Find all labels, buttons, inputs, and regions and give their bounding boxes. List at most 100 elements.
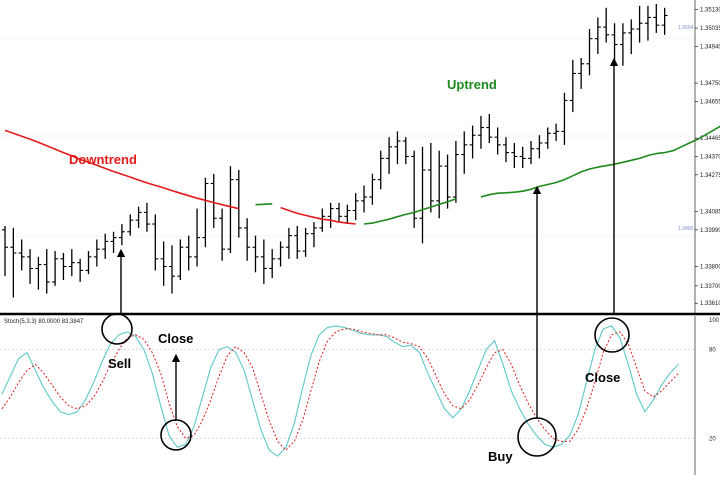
ohlc-bar [60,253,67,281]
ohlc-bar [461,131,468,174]
sell-signal-circle [101,313,133,345]
ohlc-bar [269,249,276,279]
y-tick-label: 1.33700 [700,284,720,290]
ohlc-bar [536,135,543,159]
ohlc-bar [386,137,393,174]
ohlc-bar [594,17,601,55]
ohlc-bar [244,218,251,261]
ohlc-bar [569,59,576,113]
ohlc-bar [169,245,175,294]
ohlc-bar [127,214,134,236]
uptrend-ma-line [255,203,273,206]
ohlc-bar [35,256,42,290]
ohlc-bar [118,224,125,246]
ohlc-bar [102,233,109,259]
stoch-signal-line [1,328,679,451]
ohlc-bar [519,146,526,169]
ohlc-bar [210,173,217,228]
price-tag-label: 1.3400 [678,226,694,232]
ohlc-bar [444,154,451,209]
ohlc-bar [419,146,426,244]
ohlc-bar [160,241,167,286]
ohlc-bar [310,222,317,248]
ohlc-bar [43,249,50,294]
ohlc-bar [327,202,334,228]
ohlc-bar [252,235,259,273]
ohlc-bar [477,115,484,149]
close-label: Close [585,370,620,385]
ohlc-bar [411,150,418,228]
y-tick-label: 1.33990 [700,228,720,234]
ohlc-bar [319,208,326,232]
price-tags: 1.3504 1.3400 [678,25,694,232]
ohlc-bar [494,127,501,155]
ohlc-bar [277,241,284,267]
ohlc-bar [135,206,142,228]
y-tick-label: 1.34275 [700,173,720,179]
price-y-axis: 1.35130 1.35035 1.34940 1.34750 1.34655 1.344… [695,8,720,307]
stoch-y-tick-label: 100 [709,318,720,324]
y-tick-label: 1.35130 [700,8,720,14]
y-tick-label: 1.34940 [700,44,720,50]
ohlc-bar [177,239,184,281]
stochastic-title: Stoch(5,3,3) 80.0000 83.3847 [4,319,84,325]
moving-average-lines [4,125,720,225]
ohlc-bar [469,125,476,159]
ohlc-bar [52,251,59,286]
downtrend-ma-line [280,206,356,225]
stoch-main-line [1,325,679,457]
y-tick-label: 1.33610 [700,301,720,307]
close-signal-circle [594,317,630,353]
ohlc-bar [194,208,201,267]
ohlc-bar [143,202,150,232]
ohlc-bar [394,131,401,165]
ohlc-bar [644,5,651,41]
downtrend-label: Downtrend [69,152,137,167]
close-label: Close [158,331,193,346]
ohlc-bar [294,225,301,259]
ohlc-bar [503,137,509,163]
ohlc-bar [619,23,626,66]
ohlc-bar [402,137,409,165]
uptrend-label: Uptrend [447,77,497,92]
stoch-y-axis: 100 80 20 [709,318,720,442]
ohlc-bar [302,227,309,257]
ohlc-bar [110,231,117,254]
y-tick-label: 1.34750 [700,81,720,87]
uptrend-ma-line [364,198,457,225]
ohlc-bar [18,239,25,271]
stoch-lines [1,325,679,457]
ohlc-bar [452,141,459,203]
ohlc-bar [486,113,493,143]
stoch-y-tick-label: 80 [709,348,716,354]
ohlc-bar [85,251,92,275]
ohlc-bar [436,150,443,219]
y-tick-label: 1.34085 [700,209,720,215]
ohlc-bar [202,177,209,248]
price-tag-label: 1.3504 [678,25,694,31]
y-tick-label: 1.34370 [700,154,720,160]
ohlc-bar [544,127,551,149]
ohlc-bar [586,29,593,76]
ohlc-bar [511,142,518,169]
y-tick-label: 1.35035 [700,26,720,32]
stoch-y-tick-label: 20 [709,436,716,442]
uptrend-ma-line [480,125,720,198]
ohlc-bar [553,123,560,142]
price-bars [2,3,668,298]
ohlc-bar [352,193,359,221]
ohlc-bar [10,227,17,298]
ohlc-bar [68,249,75,277]
ohlc-bar [27,249,34,284]
ohlc-bar [77,258,84,282]
ohlc-bar [427,142,434,213]
ohlc-bar [636,5,643,43]
ohlc-bar [377,150,384,190]
ohlc-bar [336,202,342,223]
downtrend-ma-line [4,129,239,210]
ohlc-bar [603,7,610,43]
ohlc-bar [235,169,242,238]
